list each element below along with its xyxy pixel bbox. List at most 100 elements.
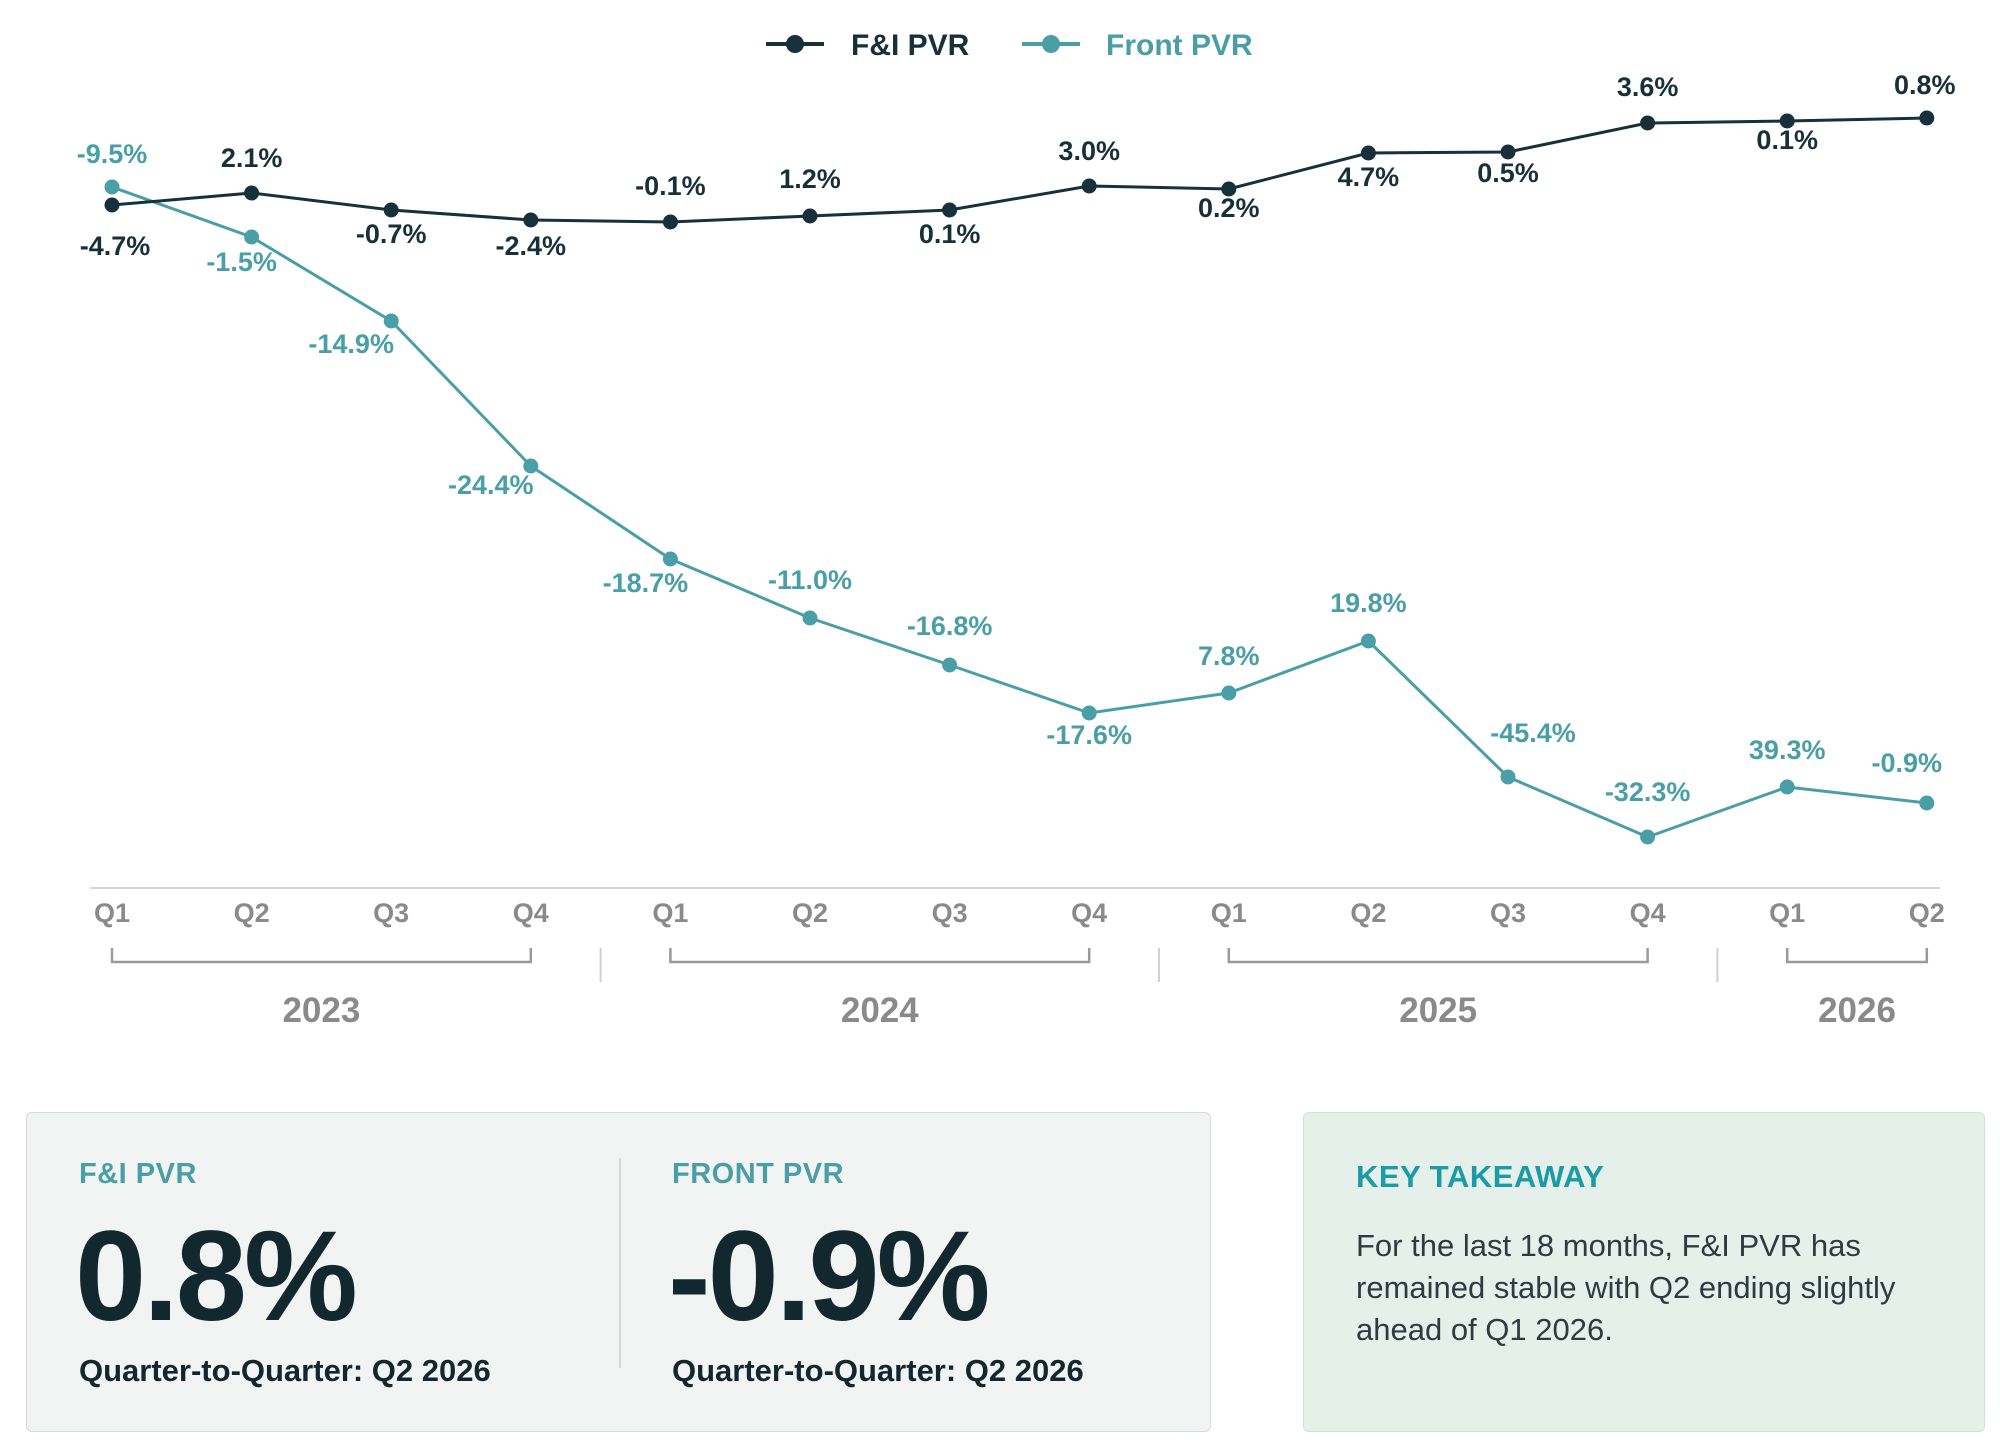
front-point (942, 657, 958, 673)
metrics-divider (619, 1158, 621, 1368)
takeaway-title: KEY TAKEAWAY (1356, 1159, 1605, 1194)
fi-data-label: 1.2% (779, 164, 841, 194)
front-point (662, 551, 678, 567)
fi-data-label: 0.8% (1894, 70, 1956, 100)
fi-point (523, 212, 539, 228)
metric-fi-pvr: F&I PVR 0.8% Quarter-to-Quarter: Q2 2026 (75, 1113, 599, 1431)
fi-point (802, 208, 818, 224)
x-tick-label: Q1 (94, 898, 130, 928)
front-data-label: -11.0% (768, 565, 852, 595)
fi-data-label: -0.7% (356, 219, 427, 249)
front-data-label: 7.8% (1198, 641, 1260, 671)
fi-data-label: 0.2% (1198, 193, 1260, 223)
metrics-card: F&I PVR 0.8% Quarter-to-Quarter: Q2 2026… (26, 1112, 1211, 1432)
pvr-line-chart: F&I PVR Front PVR Q1 Q2 Q3 Q4 Q1 Q2 Q3 Q4 Q1 Q2 Q3 Q… (77, 29, 1956, 1030)
x-axis: Q1 Q2 Q3 Q4 Q1 Q2 Q3 Q4 Q1 Q2 Q3 Q4 Q1 Q2 2023 2024 2025… (90, 887, 1945, 1030)
front-data-label: -1.5% (206, 247, 277, 277)
metric-front-pvr: FRONT PVR -0.9% Quarter-to-Quarter: Q2 2… (668, 1113, 1192, 1431)
fi-point (1640, 115, 1656, 131)
x-tick-label: Q3 (1490, 898, 1526, 928)
fi-point (1081, 178, 1097, 194)
legend-label-front: Front PVR (1106, 29, 1253, 62)
fi-point (662, 214, 678, 230)
fi-data-label: 3.6% (1617, 72, 1679, 102)
metric-subtitle: Quarter-to-Quarter: Q2 2026 (672, 1353, 1084, 1388)
front-point (1221, 685, 1237, 701)
metric-label: FRONT PVR (672, 1158, 845, 1190)
x-tick-label: Q2 (1350, 898, 1386, 928)
front-data-label: 19.8% (1330, 588, 1407, 618)
front-point (802, 610, 818, 626)
front-data-label: -14.9% (308, 329, 394, 359)
year-bracket (1785, 948, 1929, 964)
metric-label: F&I PVR (79, 1158, 197, 1190)
front-data-label: -16.8% (907, 611, 993, 641)
fi-point (1919, 110, 1935, 126)
fi-data-label: -4.7% (80, 231, 151, 261)
data-labels: -9.5% -1.5% -14.9% -24.4% -18.7% -11.0% -16.8%… (77, 70, 1956, 807)
fi-data-label: 0.1% (919, 219, 981, 249)
year-label: 2026 (1818, 991, 1896, 1030)
year-label: 2025 (1399, 991, 1477, 1030)
metric-subtitle: Quarter-to-Quarter: Q2 2026 (79, 1353, 491, 1388)
front-data-label: -9.5% (77, 139, 148, 169)
x-tick-label: Q2 (1909, 898, 1945, 928)
fi-data-label: 0.1% (1756, 125, 1818, 155)
fi-point (942, 202, 958, 218)
metric-value: -0.9% (668, 1205, 990, 1348)
front-data-label: -32.3% (1605, 777, 1691, 807)
takeaway-text: For the last 18 months, F&I PVR has rema… (1356, 1228, 1896, 1347)
fi-point (104, 197, 120, 213)
front-point (1640, 829, 1656, 845)
fi-point (383, 202, 399, 218)
year-bracket (1227, 948, 1649, 964)
x-tick-label: Q1 (652, 898, 688, 928)
front-point (383, 313, 399, 329)
fi-data-label: -2.4% (496, 231, 567, 261)
front-data-label: -0.9% (1872, 748, 1943, 778)
front-point (1919, 795, 1935, 811)
year-bracket (110, 948, 533, 964)
legend-label-fi: F&I PVR (851, 29, 970, 62)
fi-point (1221, 181, 1237, 197)
x-tick-label: Q2 (234, 898, 270, 928)
chart-legend: F&I PVR Front PVR (766, 29, 1253, 62)
x-tick-label: Q4 (513, 898, 549, 928)
x-tick-label: Q4 (1071, 898, 1107, 928)
fi-data-label: -0.1% (635, 171, 706, 201)
front-point (1779, 779, 1795, 795)
x-tick-label: Q2 (792, 898, 828, 928)
front-series-line (111, 185, 1927, 839)
metric-value: 0.8% (75, 1205, 358, 1348)
fi-point (1500, 144, 1516, 160)
front-data-label: -45.4% (1490, 718, 1576, 748)
front-data-label: 39.3% (1749, 735, 1826, 765)
year-bracket (669, 948, 1091, 964)
fi-data-label: 3.0% (1058, 136, 1120, 166)
fi-data-label: 2.1% (221, 143, 283, 173)
front-data-label: -24.4% (448, 470, 534, 500)
year-label: 2023 (282, 991, 360, 1030)
fi-data-label: 4.7% (1338, 162, 1400, 192)
x-tick-label: Q1 (1769, 898, 1805, 928)
series-layer (104, 110, 1935, 845)
front-data-label: -18.7% (603, 568, 689, 598)
front-data-label: -17.6% (1046, 720, 1132, 750)
front-point (1081, 705, 1097, 721)
fi-data-label: 0.5% (1477, 158, 1539, 188)
year-label: 2024 (841, 991, 919, 1030)
legend-marker-front (1042, 35, 1060, 53)
fi-point (1360, 145, 1376, 161)
front-point (1360, 633, 1376, 649)
x-tick-label: Q3 (373, 898, 409, 928)
front-point (104, 179, 120, 195)
front-point (523, 458, 539, 474)
key-takeaway-card: KEY TAKEAWAY For the last 18 months, F&I… (1303, 1112, 1985, 1432)
front-point (244, 229, 260, 245)
fi-point (1779, 113, 1795, 129)
fi-series-line (111, 116, 1927, 224)
x-tick-label: Q4 (1630, 898, 1666, 928)
x-tick-label: Q1 (1211, 898, 1247, 928)
x-tick-label: Q3 (932, 898, 968, 928)
fi-point (244, 185, 260, 201)
